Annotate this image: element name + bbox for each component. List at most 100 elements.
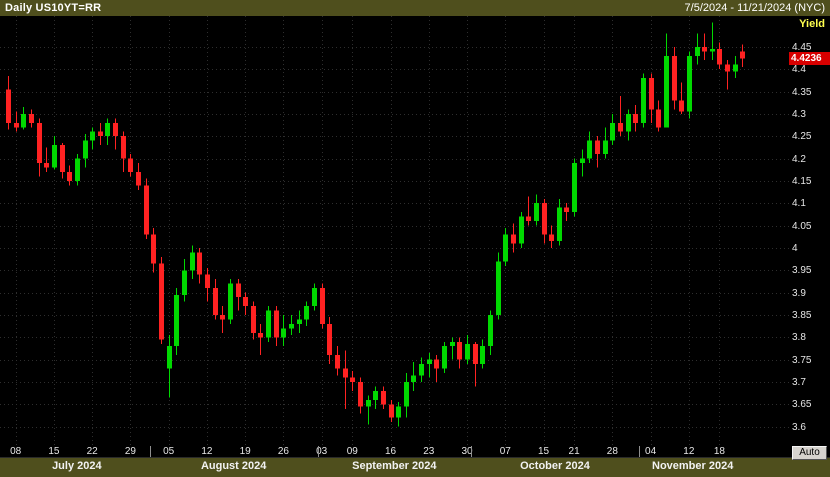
candle xyxy=(320,283,325,329)
candle xyxy=(304,301,309,327)
y-tick-label: 3.8 xyxy=(792,332,806,344)
candle xyxy=(144,178,149,239)
candle xyxy=(159,256,164,345)
candle xyxy=(182,259,187,302)
candle xyxy=(656,100,661,132)
candle xyxy=(710,22,715,61)
month-label: July 2024 xyxy=(52,460,102,472)
candle xyxy=(373,386,378,409)
month-label: November 2024 xyxy=(652,460,734,472)
x-tick-label: 22 xyxy=(86,446,98,457)
candle xyxy=(121,131,126,172)
candle xyxy=(480,339,485,369)
candle xyxy=(75,154,80,186)
candle xyxy=(526,196,531,226)
candle xyxy=(343,350,348,409)
x-tick-label: 29 xyxy=(124,446,136,457)
month-separator xyxy=(150,446,151,457)
last-price-label: 4.4236 xyxy=(789,52,830,66)
candle xyxy=(664,33,669,128)
candle xyxy=(297,310,302,333)
candle xyxy=(44,147,49,172)
candle xyxy=(197,247,202,284)
y-tick-label: 4.4 xyxy=(792,64,806,76)
candle xyxy=(327,317,332,365)
y-tick-label: 3.95 xyxy=(792,265,812,277)
candle xyxy=(411,361,416,391)
candle xyxy=(457,337,462,369)
x-tick-label: 04 xyxy=(645,446,657,457)
candle xyxy=(281,314,286,347)
candle xyxy=(633,104,638,132)
candle xyxy=(335,346,340,376)
candlestick-plot[interactable] xyxy=(0,16,789,445)
candle xyxy=(350,370,355,391)
candle xyxy=(60,142,65,179)
candle xyxy=(113,118,118,150)
y-tick-label: 3.7 xyxy=(792,376,806,388)
candle xyxy=(672,46,677,110)
candle xyxy=(236,279,241,311)
candle xyxy=(564,203,569,222)
candle xyxy=(610,113,615,146)
candle xyxy=(488,310,493,356)
x-tick-label: 08 xyxy=(10,446,22,457)
candle xyxy=(587,131,592,164)
y-tick-label: 3.85 xyxy=(792,309,812,321)
candle xyxy=(733,55,738,79)
candle xyxy=(128,154,133,177)
candle xyxy=(603,127,608,159)
candle xyxy=(679,82,684,114)
candle xyxy=(381,386,386,409)
y-tick-label: 4.3 xyxy=(792,108,806,120)
x-tick-label: 15 xyxy=(48,446,60,457)
candle xyxy=(6,75,11,130)
candle xyxy=(626,109,631,141)
candle xyxy=(21,107,26,130)
candle xyxy=(220,306,225,333)
candle xyxy=(503,227,508,266)
auto-scale-button[interactable]: Auto xyxy=(792,446,827,460)
candle xyxy=(366,395,371,425)
month-axis xyxy=(0,457,830,477)
y-tick-label: 4 xyxy=(792,242,798,254)
candle xyxy=(465,335,470,365)
candle xyxy=(450,337,455,360)
y-tick-label: 3.9 xyxy=(792,287,806,299)
candle xyxy=(258,323,263,356)
candle xyxy=(725,60,730,90)
candle xyxy=(695,33,700,65)
candle xyxy=(717,42,722,70)
y-tick-label: 4.1 xyxy=(792,198,806,210)
candle xyxy=(473,341,478,387)
candle xyxy=(136,163,141,190)
x-tick-label: 28 xyxy=(606,446,618,457)
candle xyxy=(274,306,279,347)
x-tick-label: 30 xyxy=(461,446,473,457)
candle xyxy=(404,373,409,418)
candle xyxy=(90,127,95,150)
x-tick-label: 21 xyxy=(568,446,580,457)
candle xyxy=(205,268,210,302)
y-tick-label: 3.65 xyxy=(792,399,812,411)
candle xyxy=(174,288,179,356)
candle xyxy=(37,118,42,177)
candle xyxy=(649,73,654,123)
chart-date-range: 7/5/2024 - 11/21/2024 (NYC) xyxy=(684,2,825,14)
candle xyxy=(434,355,439,382)
candle xyxy=(702,33,707,61)
candle xyxy=(228,279,233,324)
x-tick-label: 09 xyxy=(346,446,358,457)
y-axis-title: Yield xyxy=(799,18,825,30)
candle xyxy=(190,245,195,280)
candle xyxy=(580,149,585,177)
candle xyxy=(595,136,600,168)
candle xyxy=(549,225,554,248)
y-tick-label: 4.15 xyxy=(792,175,812,187)
candle xyxy=(52,136,57,170)
candle xyxy=(496,252,501,320)
month-label: August 2024 xyxy=(200,460,267,472)
y-tick-label: 3.6 xyxy=(792,421,806,433)
x-tick-label: 05 xyxy=(163,446,175,457)
month-label: October 2024 xyxy=(520,460,590,472)
